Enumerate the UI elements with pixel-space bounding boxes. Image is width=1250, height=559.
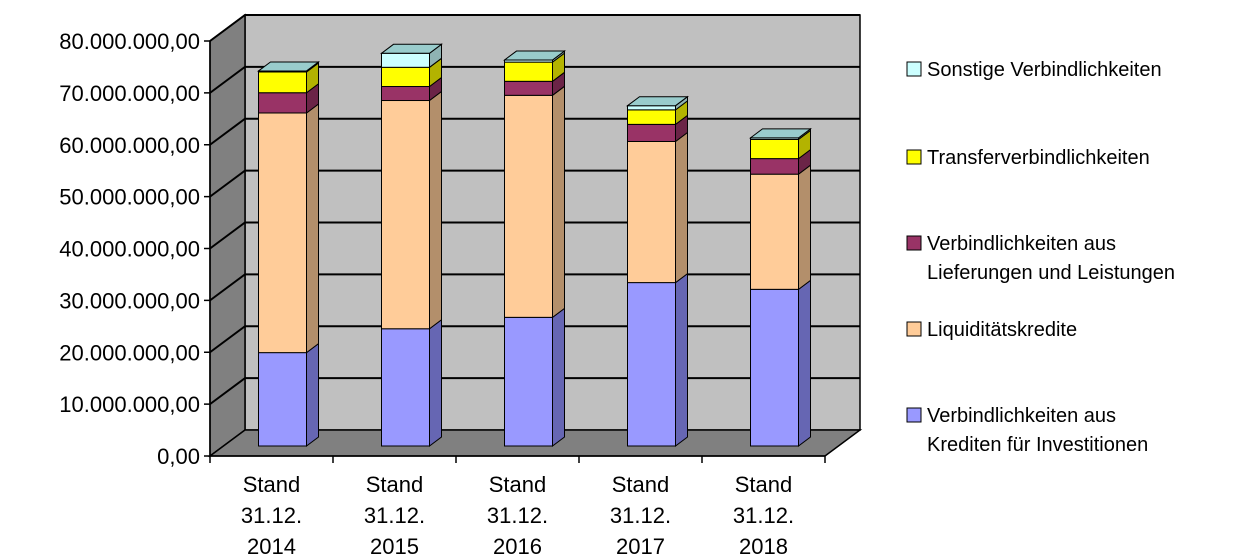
legend-swatch — [906, 61, 922, 77]
bar-segment — [627, 282, 676, 447]
legend-label: Sonstige Verbindlichkeiten — [927, 59, 1162, 81]
bar-top — [749, 128, 812, 139]
bar-segment — [381, 86, 430, 102]
y-tick-label: 50.000.000,00 — [59, 185, 200, 210]
bar-segment — [258, 71, 307, 94]
bar-segment — [504, 94, 553, 318]
x-tick-label: Stand 31.12. 2017 — [610, 472, 671, 559]
gridline — [209, 14, 860, 42]
bar-top — [380, 43, 443, 54]
y-tick-label: 80.000.000,00 — [59, 29, 200, 54]
x-tick-label: Stand 31.12. 2014 — [241, 472, 302, 559]
bar-segment-side — [552, 85, 565, 319]
bar-segment-side — [552, 307, 565, 447]
legend-label: Verbindlichkeiten aus Krediten für Invest… — [927, 405, 1148, 456]
y-tick-label: 40.000.000,00 — [59, 237, 200, 262]
bar-segment — [504, 61, 553, 82]
y-tick-label: 60.000.000,00 — [59, 133, 200, 158]
y-tick-label: 70.000.000,00 — [59, 81, 200, 106]
x-tick-label: Stand 31.12. 2015 — [364, 472, 425, 559]
gridline — [209, 65, 860, 94]
bar-segment-side — [798, 279, 811, 447]
bar-segment-side — [429, 318, 442, 447]
legend-swatch — [906, 407, 922, 423]
bar-segment — [750, 138, 799, 160]
bar-segment-side — [675, 131, 688, 284]
bar-segment — [381, 328, 430, 447]
y-tick-label: 20.000.000,00 — [59, 340, 200, 365]
bar-segment — [258, 352, 307, 447]
x-tick-label: Stand 31.12. 2016 — [487, 472, 548, 559]
bar-segment — [627, 109, 676, 125]
legend-swatch — [906, 149, 922, 165]
bar-top — [626, 96, 689, 107]
legend-label: Verbindlichkeiten aus Lieferungen und Lei… — [927, 233, 1175, 284]
bar-segment — [627, 140, 676, 284]
bar-segment-side — [798, 164, 811, 291]
bar-segment-side — [675, 272, 688, 447]
legend-label: Liquiditätskredite — [927, 319, 1077, 341]
bar-segment — [504, 80, 553, 96]
bar-top — [257, 61, 320, 72]
legend-swatch — [906, 235, 922, 251]
bar-segment-side — [429, 90, 442, 330]
legend-swatch — [906, 321, 922, 337]
y-tick-label: 30.000.000,00 — [59, 288, 200, 313]
bar-segment-side — [306, 342, 319, 447]
bar-segment — [258, 92, 307, 114]
bar-segment — [750, 173, 799, 290]
bar-segment — [750, 158, 799, 175]
bar-segment — [750, 288, 799, 447]
bar-segment — [258, 112, 307, 354]
bar-segment — [381, 100, 430, 330]
bar-segment — [381, 52, 430, 68]
bar-segment — [627, 105, 676, 111]
legend-label: Transferverbindlichkeiten — [927, 147, 1150, 169]
bar-segment — [504, 316, 553, 447]
y-tick-label: 10.000.000,00 — [59, 392, 200, 417]
bar-segment — [381, 66, 430, 88]
bar-top — [503, 50, 566, 61]
x-tick-label: Stand 31.12. 2018 — [733, 472, 794, 559]
y-tick-label: 0,00 — [157, 444, 200, 469]
bar-segment — [627, 123, 676, 142]
bar-segment-side — [306, 102, 319, 354]
